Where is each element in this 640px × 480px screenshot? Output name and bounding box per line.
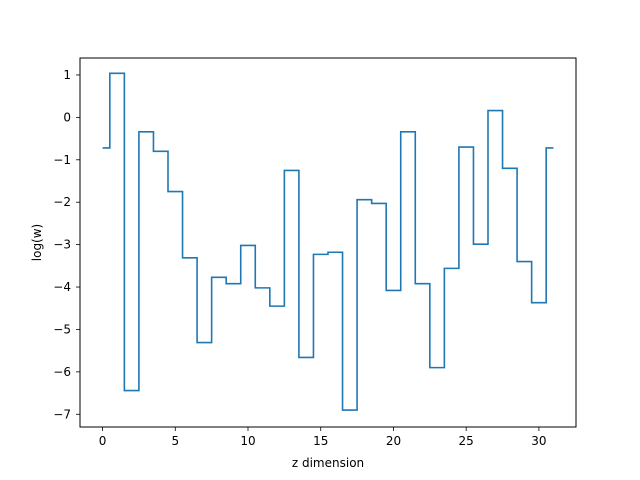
- x-tick-label: 15: [313, 434, 328, 448]
- series-line: [102, 72, 554, 411]
- x-tick-label: 25: [459, 434, 474, 448]
- y-axis: −7 −6 −5 −4 −3 −2 −1 0 1: [53, 68, 80, 421]
- plot-area-frame: [79, 57, 577, 428]
- y-tick-label: −5: [53, 322, 71, 336]
- y-tick-label: −4: [53, 280, 71, 294]
- x-tick-label: 0: [99, 434, 107, 448]
- y-tick-label: 0: [63, 110, 71, 124]
- y-tick-label: 1: [63, 68, 71, 82]
- y-tick-label: −3: [53, 238, 71, 252]
- x-axis: 0 5 10 15 20 25 30: [99, 427, 547, 448]
- plot-line-layer: [102, 72, 554, 411]
- x-tick-label: 10: [240, 434, 255, 448]
- y-tick-label: −7: [53, 407, 71, 421]
- x-tick-label: 5: [171, 434, 179, 448]
- x-tick-label: 20: [386, 434, 401, 448]
- y-axis-title: log(w): [30, 224, 44, 261]
- y-tick-label: −2: [53, 195, 71, 209]
- x-axis-title: z dimension: [292, 456, 364, 470]
- y-tick-label: −6: [53, 365, 71, 379]
- x-tick-label: 30: [531, 434, 546, 448]
- y-tick-label: −1: [53, 153, 71, 167]
